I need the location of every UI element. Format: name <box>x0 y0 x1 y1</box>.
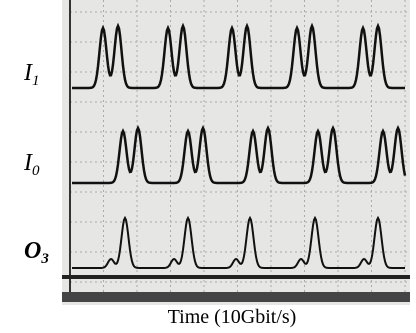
figure: I1 I0 O3 Time (10Gbit/s) <box>0 0 416 333</box>
trace-label: I0 <box>23 150 40 179</box>
trace-label: I1 <box>23 60 40 89</box>
trace-label: O3 <box>24 238 49 267</box>
label-subscript: 0 <box>32 163 40 179</box>
label-letter: O <box>24 238 41 264</box>
label-subscript: 3 <box>40 251 49 267</box>
caption: Time (10Gbit/s) <box>168 306 297 328</box>
scope-footer <box>62 292 410 302</box>
scope-bar <box>62 275 410 279</box>
label-subscript: 1 <box>32 73 40 89</box>
